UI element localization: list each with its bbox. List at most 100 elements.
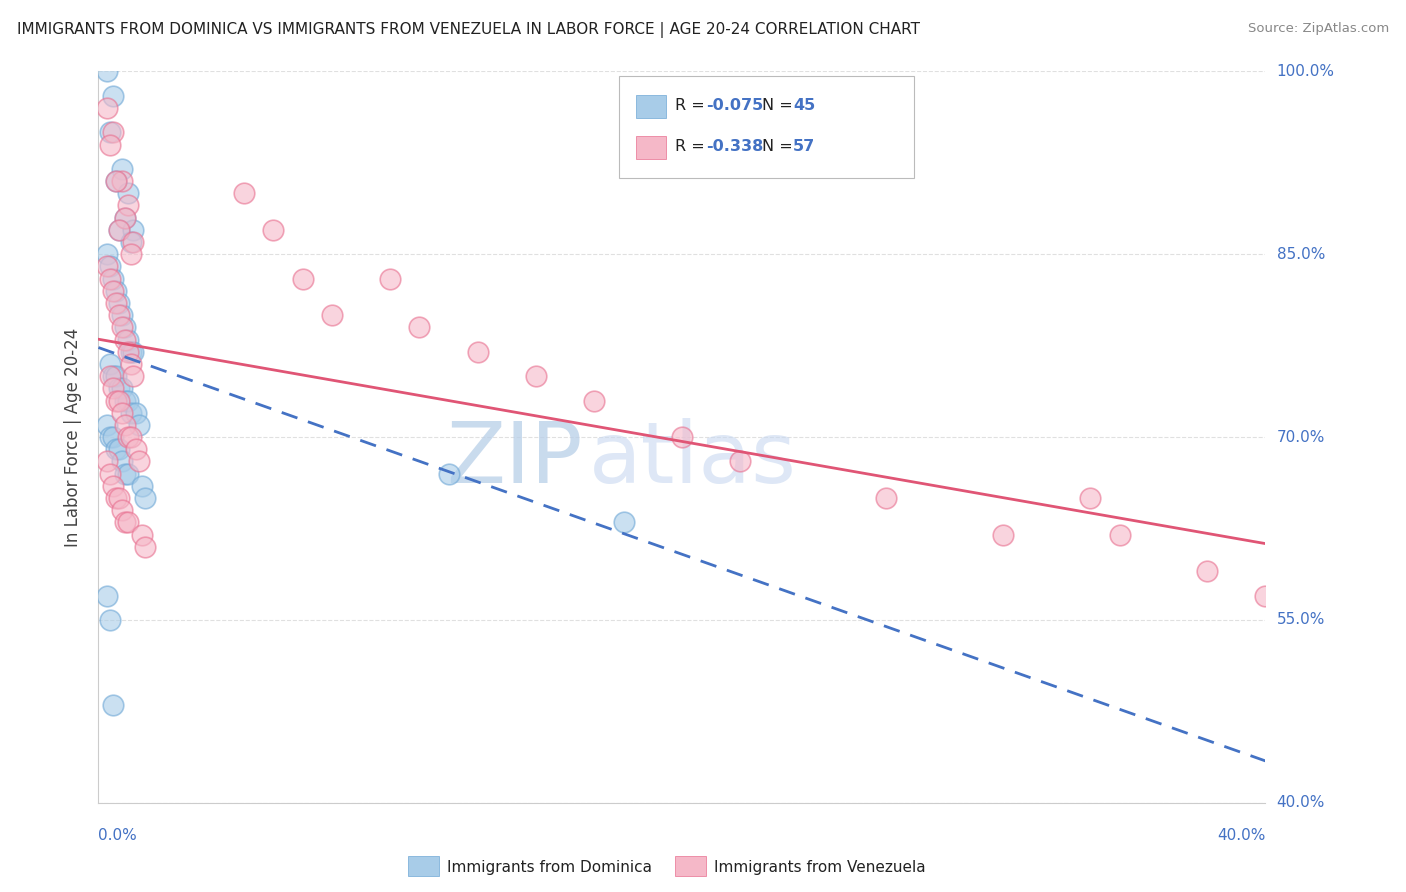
Text: 40.0%: 40.0%: [1218, 828, 1265, 843]
Point: [131, 527, 153, 541]
Text: 40.0%: 40.0%: [1277, 796, 1324, 810]
Point: [122, 223, 145, 237]
Text: 100.0%: 100.0%: [1277, 64, 1334, 78]
Point: [108, 308, 131, 322]
Point: [730, 454, 752, 468]
Point: [117, 198, 139, 212]
Point: [111, 503, 134, 517]
Point: [114, 333, 136, 347]
Point: [104, 491, 127, 505]
Point: [96, 417, 118, 432]
Point: [111, 320, 134, 334]
Point: [117, 344, 139, 359]
Point: [98, 467, 121, 481]
Point: [108, 296, 131, 310]
Text: 0.0%: 0.0%: [98, 828, 138, 843]
Text: Source: ZipAtlas.com: Source: ZipAtlas.com: [1249, 22, 1389, 36]
Point: [321, 308, 343, 322]
Point: [108, 491, 131, 505]
Point: [101, 479, 124, 493]
Point: [120, 430, 142, 444]
Point: [114, 417, 136, 432]
Point: [111, 174, 134, 188]
Text: atlas: atlas: [589, 417, 797, 500]
Text: R =: R =: [675, 139, 710, 153]
Point: [101, 369, 124, 384]
Point: [117, 467, 139, 481]
Text: Immigrants from Dominica: Immigrants from Dominica: [447, 860, 652, 874]
Point: [408, 320, 430, 334]
Point: [101, 88, 124, 103]
Text: N =: N =: [762, 139, 799, 153]
Point: [114, 467, 136, 481]
Text: 85.0%: 85.0%: [1277, 247, 1324, 261]
Point: [262, 223, 284, 237]
Point: [380, 271, 402, 285]
Point: [120, 357, 142, 371]
Point: [108, 442, 131, 457]
Point: [98, 430, 121, 444]
Point: [104, 284, 127, 298]
Point: [467, 344, 489, 359]
Point: [104, 174, 127, 188]
Point: [122, 344, 145, 359]
Point: [117, 430, 139, 444]
Point: [1080, 491, 1102, 505]
Point: [104, 393, 127, 408]
Point: [117, 333, 139, 347]
Point: [128, 454, 150, 468]
Point: [98, 125, 121, 139]
Point: [524, 369, 547, 384]
Y-axis label: In Labor Force | Age 20-24: In Labor Force | Age 20-24: [65, 327, 83, 547]
Point: [134, 491, 156, 505]
Text: ZIP: ZIP: [446, 417, 582, 500]
Point: [108, 381, 131, 395]
Text: IMMIGRANTS FROM DOMINICA VS IMMIGRANTS FROM VENEZUELA IN LABOR FORCE | AGE 20-24: IMMIGRANTS FROM DOMINICA VS IMMIGRANTS F…: [17, 22, 920, 38]
Point: [96, 247, 118, 261]
Point: [111, 161, 134, 176]
Point: [111, 308, 134, 322]
Text: R =: R =: [675, 98, 710, 112]
Point: [1254, 589, 1277, 603]
Point: [991, 527, 1014, 541]
Point: [612, 516, 634, 530]
Point: [104, 442, 127, 457]
Point: [101, 271, 124, 285]
Point: [101, 284, 124, 298]
Point: [98, 357, 121, 371]
Text: Immigrants from Venezuela: Immigrants from Venezuela: [714, 860, 927, 874]
Point: [104, 174, 127, 188]
Point: [131, 479, 153, 493]
Point: [233, 186, 256, 201]
Point: [96, 454, 118, 468]
Point: [98, 137, 121, 152]
Text: 55.0%: 55.0%: [1277, 613, 1324, 627]
Point: [120, 235, 142, 249]
Point: [114, 393, 136, 408]
Point: [98, 260, 121, 274]
Point: [114, 211, 136, 225]
Point: [134, 540, 156, 554]
Point: [104, 369, 127, 384]
Text: N =: N =: [762, 98, 799, 112]
Point: [117, 186, 139, 201]
Point: [120, 344, 142, 359]
Point: [583, 393, 606, 408]
Point: [437, 467, 460, 481]
Point: [101, 430, 124, 444]
Point: [117, 393, 139, 408]
Point: [120, 406, 142, 420]
Point: [125, 442, 148, 457]
Point: [122, 235, 145, 249]
Point: [96, 589, 118, 603]
Point: [101, 698, 124, 713]
Point: [1108, 527, 1130, 541]
Point: [1195, 564, 1218, 578]
Point: [96, 64, 118, 78]
Point: [98, 369, 121, 384]
Text: 45: 45: [793, 98, 815, 112]
Point: [108, 393, 131, 408]
Point: [114, 516, 136, 530]
Point: [128, 417, 150, 432]
Point: [98, 271, 121, 285]
